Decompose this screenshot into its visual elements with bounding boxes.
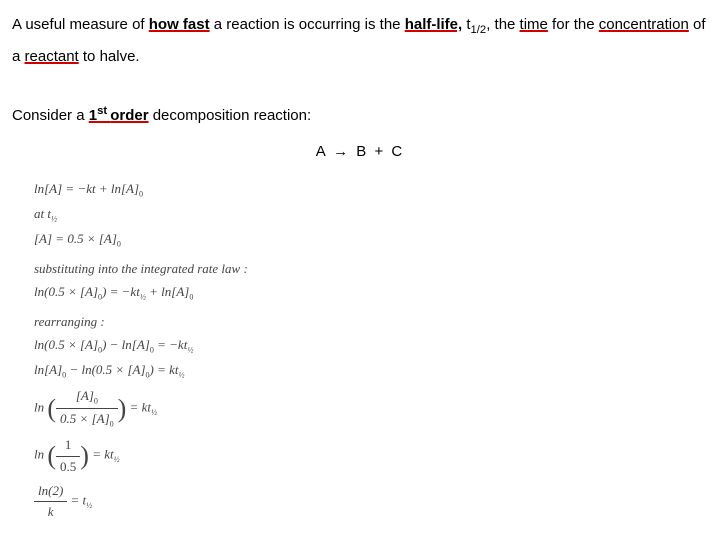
text: a reaction is occurring is the: [210, 16, 405, 33]
math-line-6: rearranging :: [34, 312, 708, 332]
text: A useful measure of: [12, 16, 149, 33]
math-line-3: [A] = 0.5 × [A]0: [34, 229, 708, 251]
concentration: concentration: [599, 16, 689, 33]
how-fast: how fast: [149, 16, 210, 33]
derivation-block: ln[A] = −kt + ln[A]0 at t½ [A] = 0.5 × […: [34, 179, 708, 522]
math-line-10: ln ( 1 0.5 ) = kt½: [34, 435, 708, 476]
math-line-1: ln[A] = −kt + ln[A]0: [34, 179, 708, 201]
sub-half: 1/2: [471, 24, 487, 36]
consider-paragraph: Consider a 1st order decomposition react…: [12, 100, 708, 131]
first-order: 1st order: [89, 107, 149, 124]
math-line-5: ln(0.5 × [A]0) = −kt½ + ln[A]0: [34, 282, 708, 304]
reactant: reactant: [25, 48, 79, 65]
math-line-9: ln ( [A]0 0.5 × [A]0 ) = kt½: [34, 386, 708, 431]
intro-paragraph: A useful measure of how fast a reaction …: [12, 10, 708, 72]
reaction-equation: A → B + C: [12, 137, 708, 167]
text: , the: [486, 16, 519, 33]
text: Consider a: [12, 107, 89, 124]
text: to halve.: [79, 48, 140, 65]
math-line-4: substituting into the integrated rate la…: [34, 259, 708, 279]
math-line-8: ln[A]0 − ln(0.5 × [A]0) = kt½: [34, 360, 708, 382]
math-line-2: at t½: [34, 204, 708, 226]
half-life: half-life,: [405, 16, 463, 33]
math-line-11: ln(2) k = t½: [34, 481, 708, 522]
text: for the: [548, 16, 599, 33]
math-line-7: ln(0.5 × [A]0) − ln[A]0 = −kt½: [34, 335, 708, 357]
text: t: [462, 16, 470, 33]
text: decomposition reaction:: [149, 107, 312, 124]
time: time: [520, 16, 548, 33]
